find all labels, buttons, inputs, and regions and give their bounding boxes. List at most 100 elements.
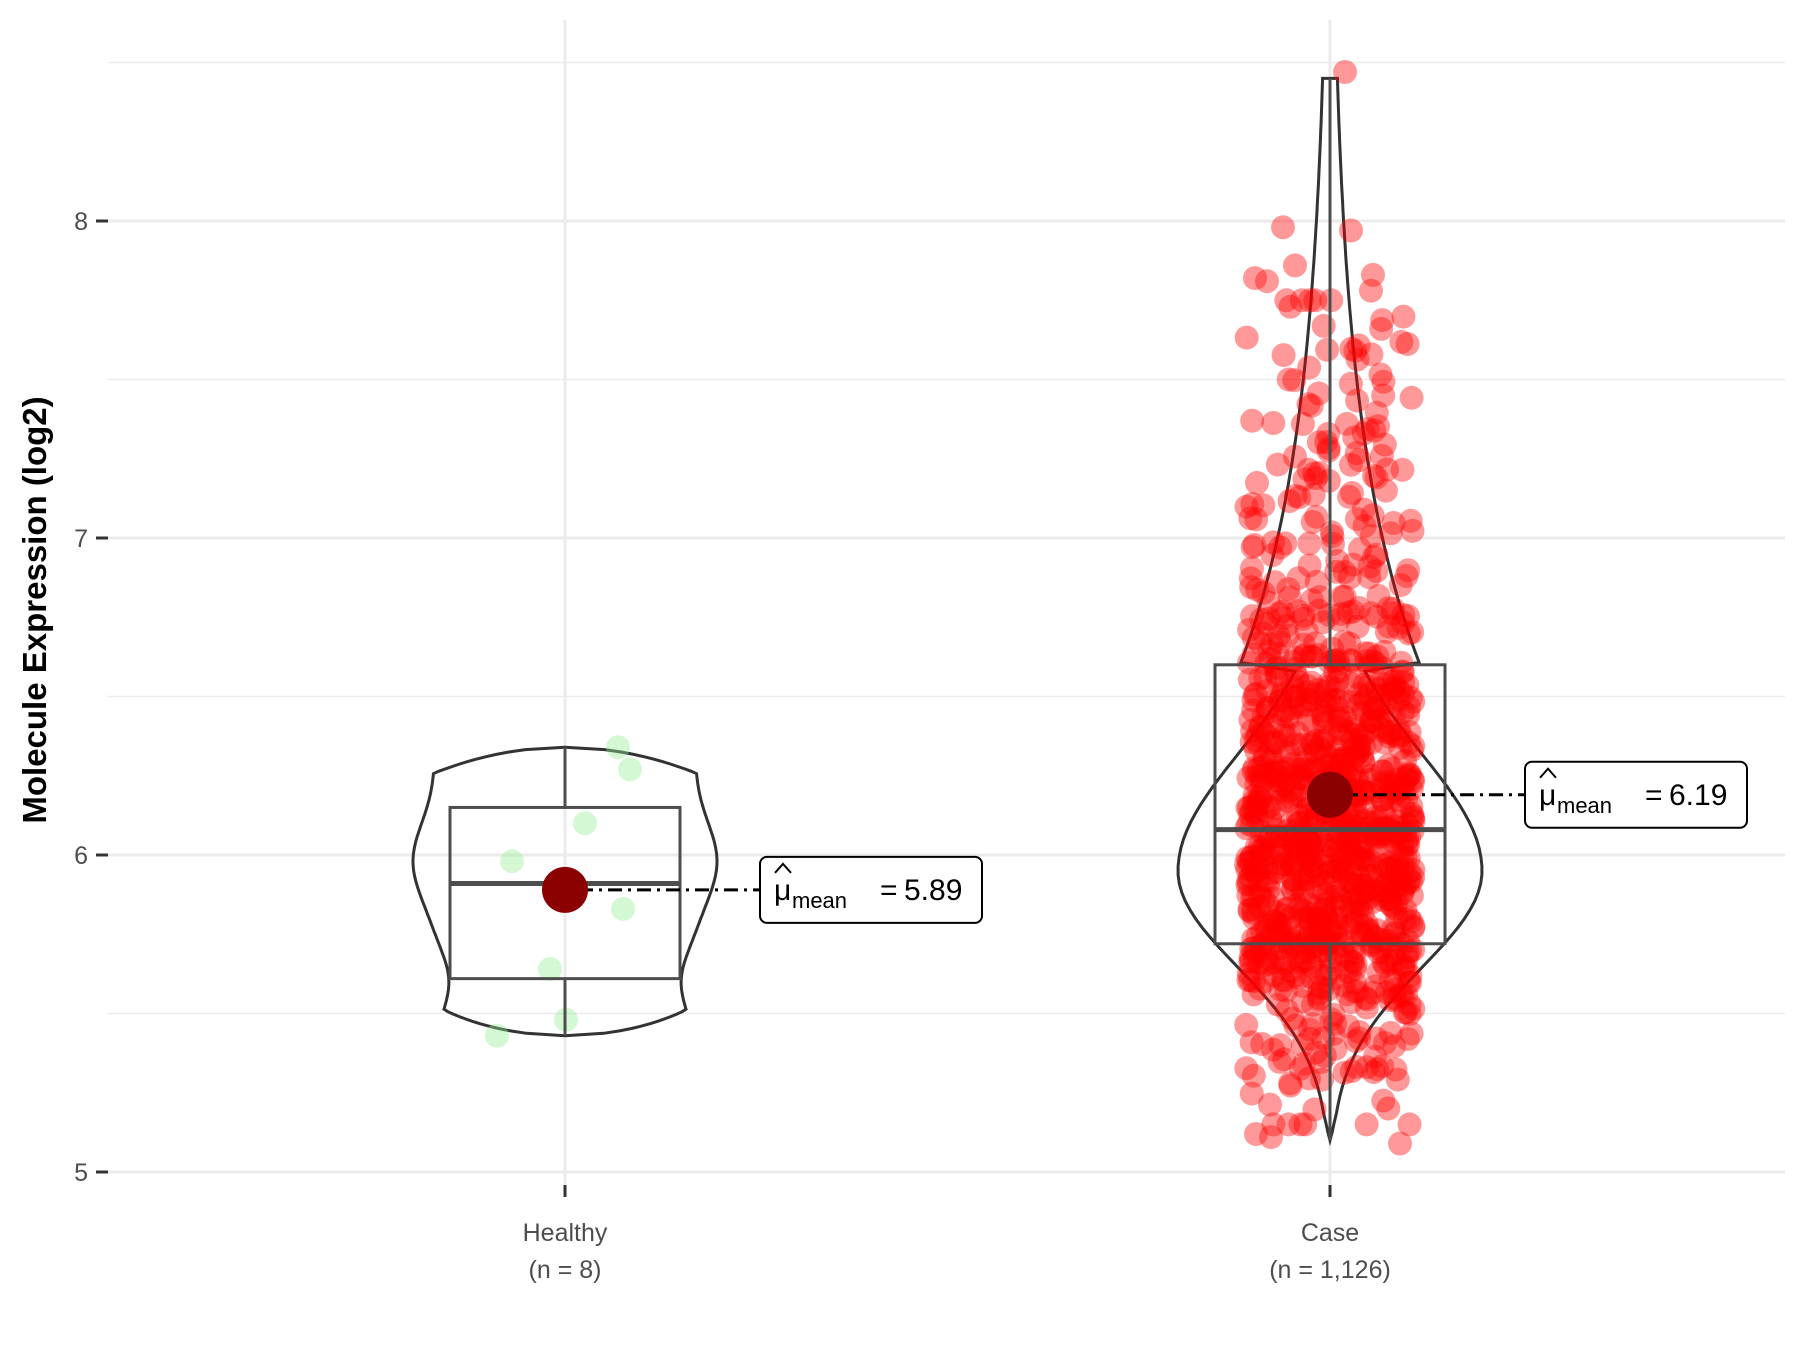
case-point [1264,730,1289,755]
case-point [1390,457,1415,482]
case-point [1295,687,1320,712]
case-point [1291,949,1316,974]
case-point [1316,928,1340,952]
case-point [1289,834,1314,859]
case-point [1342,745,1367,770]
case-point [1325,738,1349,763]
case-point [1269,948,1294,973]
case-point [1351,880,1376,905]
case-point [1274,978,1298,1003]
case-point [1323,688,1348,713]
case-point [1311,313,1336,338]
case-point [1250,767,1275,792]
case-point [1238,865,1263,890]
case-point [1269,920,1294,945]
case-point [1288,950,1313,975]
case-point [1265,992,1290,1017]
case-point [1293,948,1318,973]
case-point [1360,649,1385,674]
case-point [1252,953,1277,978]
case-point [1394,982,1419,1007]
case-point [1373,953,1398,978]
case-point [1278,905,1303,930]
case-point [1307,906,1332,931]
case-point [1238,949,1263,974]
case-point [1389,650,1414,675]
case-point [1256,590,1281,615]
case-point [1323,892,1348,917]
case-point [1255,699,1280,724]
case-point [1329,878,1354,903]
case-point [1377,668,1401,693]
case-point [1356,917,1381,942]
case-point [1297,288,1322,313]
case-point [1393,897,1418,922]
box-healthy [448,805,682,981]
case-point [1378,856,1403,881]
case-point [1358,763,1383,788]
case-point [1302,1097,1327,1122]
case-point [1269,955,1294,980]
case-point [1369,316,1394,341]
case-point [1338,371,1363,396]
case-point [1277,779,1302,804]
case-point [1267,1049,1292,1074]
case-point [1267,688,1292,713]
case-outlier-point [1333,60,1357,84]
case-point [1270,787,1295,812]
case-point [1395,945,1419,969]
case-point [1396,761,1421,786]
case-point [1253,930,1278,954]
case-point [1246,858,1271,882]
mean-point [542,866,588,913]
case-point [1391,682,1416,706]
case-point [1247,976,1272,1001]
case-point [1268,977,1293,1002]
case-point [1300,965,1325,990]
case-point [1343,338,1368,363]
case-point [1378,681,1403,706]
case-point [1241,698,1266,723]
case-point [1377,887,1402,912]
case-point [1304,909,1329,933]
case-point [1381,778,1406,803]
case-point [1372,874,1397,898]
case-point [1287,949,1311,974]
case-point [1268,843,1293,868]
case-point [1301,713,1326,738]
case-point [1306,381,1331,406]
case-point [1396,929,1420,954]
case-point [1314,727,1339,752]
case-point [1242,533,1267,557]
grid-lines [108,20,1785,1185]
case-point [1300,934,1325,959]
case-point [1241,982,1266,1007]
case-outlier-point [1259,1125,1283,1150]
case-point [1258,742,1283,767]
case-point [1397,695,1422,720]
case-point [1311,897,1336,922]
case-point [1304,569,1329,594]
case-point [1276,740,1301,765]
case-point [1367,940,1392,965]
case-point [1234,1012,1259,1037]
case-point [1250,1032,1275,1056]
case-point [1362,418,1387,443]
case-point [1384,891,1409,916]
y-tick-label: 7 [74,525,88,553]
case-point [1262,713,1287,738]
case-point [1343,713,1368,738]
case-point [1278,916,1303,941]
case-point [1391,877,1416,902]
case-point [1319,750,1344,775]
case-point [1341,899,1366,924]
case-point [1378,780,1403,805]
y-axis-label: Molecule Expression (log2) [16,396,53,823]
case-point [1238,566,1263,591]
case-point [1278,1071,1303,1096]
case-point [1311,728,1335,753]
case-point [1387,866,1412,891]
case-point [1280,752,1305,777]
case-point [1357,781,1382,806]
